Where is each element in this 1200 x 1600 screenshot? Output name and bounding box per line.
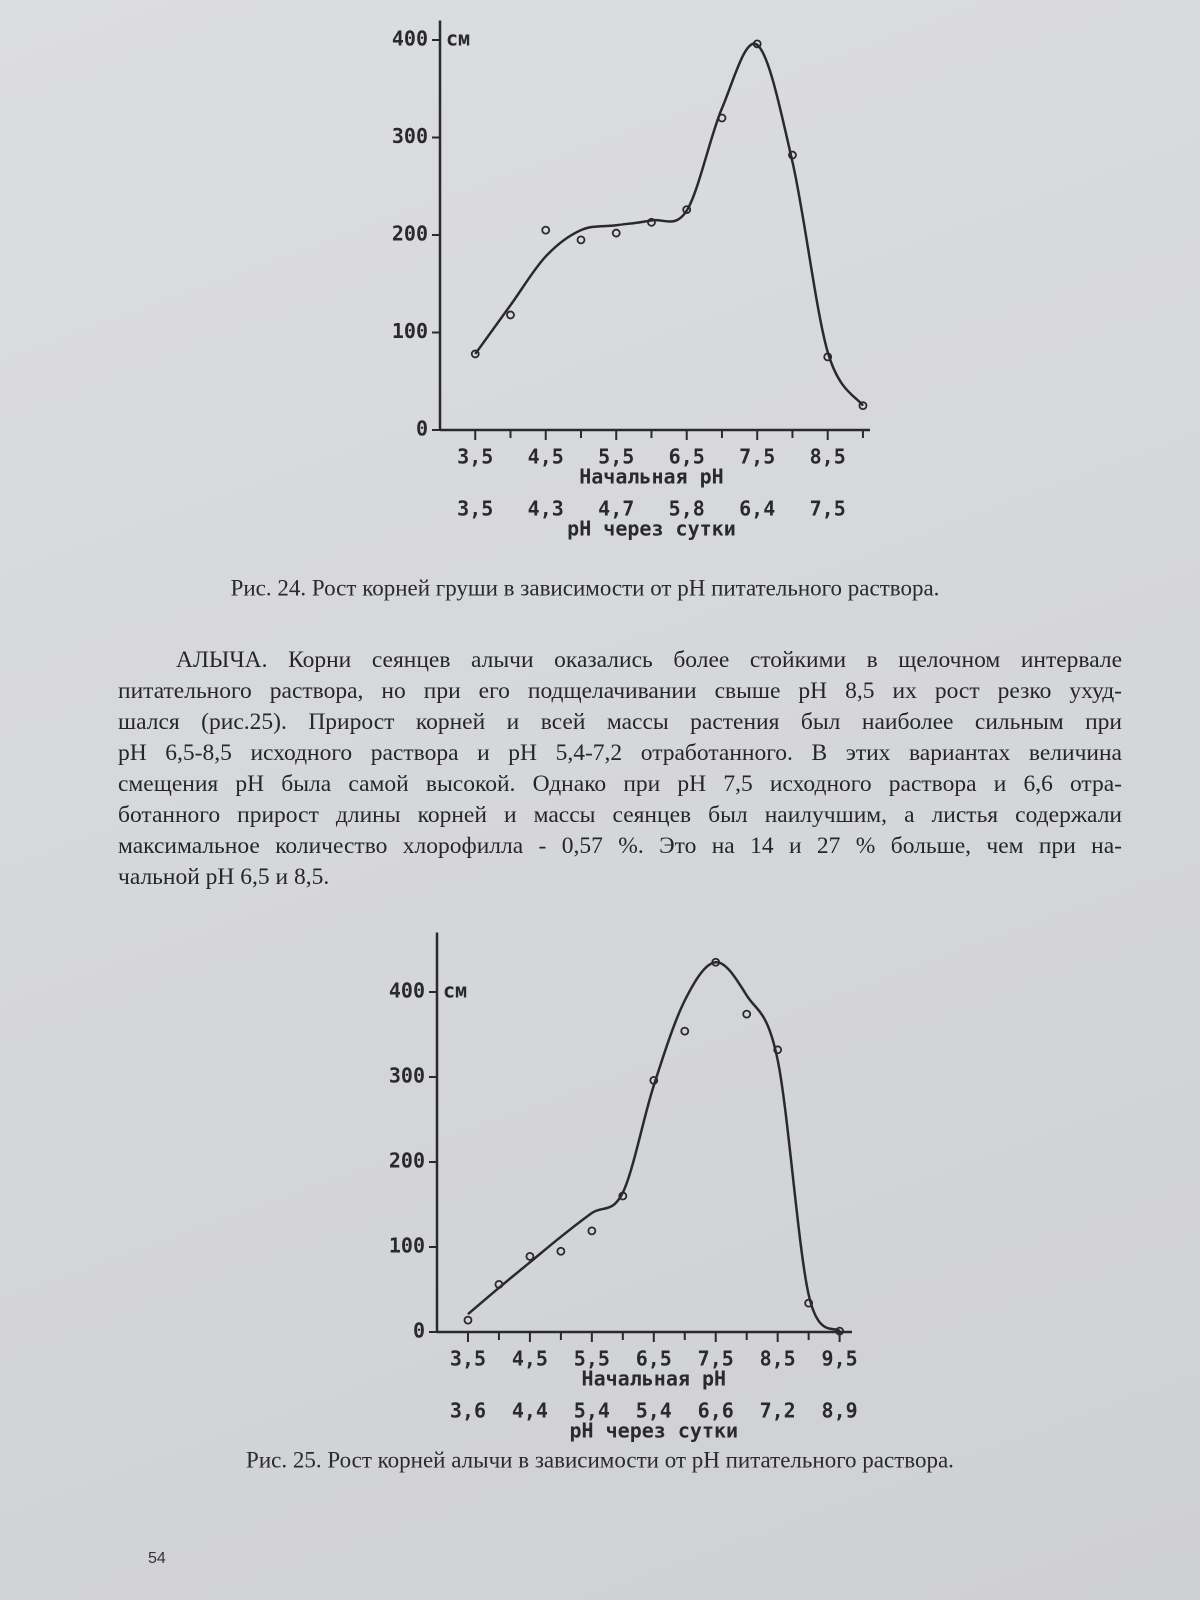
x2-tick-label: 6,6 [698,1399,734,1423]
x-tick-label: 8,5 [810,445,846,469]
x2-tick-label: 7,2 [760,1399,796,1423]
x-axis-label: Начальная pH [582,1367,727,1391]
text-line: смещения pH была самой высокой. Однако п… [118,771,1122,797]
x-tick-label: 7,5 [739,445,775,469]
caption: Рис. 25. Рост корней алычи в зависимости… [246,1447,954,1472]
x-tick-label: 6,5 [636,1347,672,1371]
y-tick-label: 0 [416,417,428,441]
y-tick-label: 100 [389,1234,425,1258]
y-tick-label: 100 [392,319,428,343]
curve [474,42,864,407]
x-tick-label: 6,5 [669,445,705,469]
x-tick-label: 8,5 [760,1347,796,1371]
y-tick-label: 300 [392,124,428,148]
x-tick-label: 3,5 [450,1347,486,1371]
text-line: ботанного прирост длины корней и массы с… [118,802,1122,828]
data-point [463,1315,473,1325]
x-axis-label: Начальная pH [579,465,724,489]
x2-tick-label: 5,4 [574,1399,610,1423]
x2-tick-label: 5,8 [669,497,705,521]
y-tick-label: 400 [389,979,425,1003]
y-tick-label: 200 [392,222,428,246]
x2-tick-label: 6,4 [739,497,775,521]
y-axis-label: см [446,27,470,51]
x-tick-label: 4,5 [512,1347,548,1371]
y-tick-label: 200 [389,1149,425,1173]
data-point [587,1226,597,1236]
x2-tick-label: 7,5 [810,497,846,521]
text-line: АЛЫЧА. Корни сеянцев алычи оказались бол… [176,647,1122,673]
data-point [541,225,551,235]
data-point [506,310,515,320]
text-line: чальной pH 6,5 и 8,5. [118,864,330,890]
data-point [682,205,692,215]
y-tick-label: 400 [392,27,428,51]
y-tick-label: 0 [413,1319,425,1343]
text-line: питательного раствора, но при его подщел… [118,678,1122,704]
text-line: максимальное количество хлорофилла - 0,5… [118,833,1122,859]
data-point [647,217,656,227]
x2-tick-label: 3,6 [450,1399,486,1423]
data-point [611,228,621,238]
data-point [556,1246,566,1256]
x-tick-label: 9,5 [822,1347,858,1371]
data-point [858,401,868,411]
text-line: шался (рис.25). Прирост корней и всей ма… [118,709,1122,735]
x2-tick-label: 4,3 [528,497,564,521]
page-number: 54 [148,1550,166,1567]
paragraph: АЛЫЧА. Корни сеянцев алычи оказались бол… [118,645,1122,893]
x-tick-label: 5,5 [574,1347,610,1371]
x2-tick-label: 4,4 [512,1399,548,1423]
x2-tick-label: 3,5 [457,497,493,521]
data-point [835,1326,845,1336]
data-point [525,1251,535,1261]
x-tick-label: 7,5 [698,1347,734,1371]
x2-tick-label: 8,9 [822,1399,858,1423]
x-tick-label: 5,5 [598,445,634,469]
text-line: pH 6,5-8,5 исходного раствора и pH 5,4-7… [118,740,1122,766]
x-tick-label: 4,5 [528,445,564,469]
data-point [742,1009,752,1019]
data-point [470,349,480,359]
x2-tick-label: 5,4 [636,1399,672,1423]
y-axis-label: см [443,979,467,1003]
data-point [680,1026,690,1036]
y-tick-label: 300 [389,1064,425,1088]
x-tick-label: 3,5 [457,445,493,469]
x2-axis-label: pH через сутки [570,1419,739,1443]
data-point [576,235,586,245]
x2-axis-label: pH через сутки [567,517,736,541]
caption: Рис. 24. Рост корней груши в зависимости… [231,575,940,600]
x2-tick-label: 4,7 [598,497,634,521]
curve [467,961,841,1333]
